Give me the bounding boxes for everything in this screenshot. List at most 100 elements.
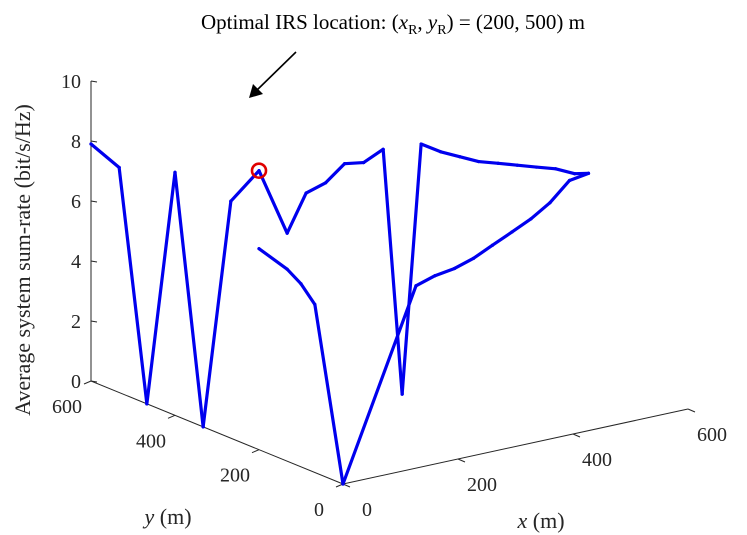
z-axis-label: Average system sum-rate (bit/s/Hz) [10, 104, 35, 416]
data-point [554, 167, 558, 171]
data-point [257, 169, 261, 173]
z-tick [90, 140, 98, 143]
y-tick-label: 600 [52, 396, 82, 418]
annotation-y-var: y [426, 10, 438, 34]
data-point [452, 266, 457, 271]
series-segment [548, 178, 572, 205]
series-segment [257, 169, 289, 235]
data-point [529, 217, 533, 221]
series-layer [89, 142, 591, 486]
series-segment [341, 284, 418, 486]
z-tick [90, 80, 98, 83]
series-segment [117, 165, 149, 406]
z-tick [90, 260, 98, 263]
data-point [471, 256, 476, 260]
annotation-label: Optimal IRS location: [201, 10, 392, 34]
y-tick [251, 449, 260, 454]
annotation: Optimal IRS location: (xR, yR) = (200, 5… [201, 10, 585, 98]
y-tick [167, 414, 176, 419]
series-segment [567, 171, 591, 183]
series-segment [554, 167, 577, 176]
data-point [299, 282, 303, 286]
series-segment [496, 161, 519, 167]
series-segment [510, 217, 533, 234]
series-segment [285, 267, 303, 286]
annotation-text: Optimal IRS location: (xR, yR) = (200, 5… [201, 10, 585, 38]
x-tick [457, 458, 466, 463]
z-tick-label: 0 [71, 371, 81, 393]
data-point [586, 171, 591, 175]
data-point [510, 230, 514, 234]
axes: 0 200 400 600 0 200 400 600 0 2 4 6 8 10 [52, 71, 727, 521]
y-axis-label-unit: (m) [154, 504, 191, 529]
data-point [400, 392, 404, 396]
optimal-location-marker [250, 162, 268, 179]
series-segment [433, 266, 457, 278]
series-segment [362, 147, 385, 165]
data-point [414, 284, 418, 288]
data-point [324, 181, 328, 185]
y-tick-label: 200 [220, 465, 250, 487]
data-point [313, 302, 317, 307]
data-point [548, 201, 552, 205]
series-segment [529, 201, 552, 221]
data-point [567, 178, 572, 183]
data-point [534, 165, 538, 169]
data-point [343, 162, 347, 166]
z-tick-label: 4 [71, 251, 81, 273]
data-point [285, 267, 289, 271]
y-tick-label: 400 [136, 430, 166, 452]
series-segment [400, 142, 423, 396]
series-segment [414, 274, 437, 288]
series-segment [477, 159, 500, 165]
series-segment [173, 170, 205, 429]
series-segment [304, 181, 328, 195]
annotation-arrow-shaft [254, 51, 297, 93]
annotation-x-sub: R [408, 23, 418, 38]
data-point [341, 482, 345, 486]
annotation-x-var: x [398, 10, 409, 34]
x-tick-label: 200 [467, 474, 497, 496]
data-point [173, 170, 177, 174]
z-tick [90, 200, 98, 203]
data-point [117, 165, 121, 170]
data-point [257, 247, 261, 251]
series-segment [324, 162, 347, 185]
series-segment [534, 165, 558, 171]
data-point [89, 142, 93, 146]
x-axis-label-var: x [516, 508, 527, 533]
z-tick-label: 10 [61, 71, 81, 93]
annotation-value: (200, 500) [476, 10, 564, 34]
x-tick-label: 600 [697, 424, 727, 446]
highlight-layer [250, 162, 268, 179]
z-axis-label-text: Average system sum-rate (bit/s/Hz) [10, 104, 35, 416]
series-segment [145, 170, 177, 406]
series-segment [257, 247, 289, 271]
x-tick [687, 408, 696, 413]
data-point [490, 243, 495, 247]
x-tick [572, 433, 581, 438]
data-point [229, 199, 233, 203]
series-segment [381, 147, 404, 396]
data-point [573, 172, 577, 176]
annotation-arrow-head [249, 84, 263, 98]
annotation-y-sub: R [437, 23, 447, 38]
series-segment [201, 199, 233, 429]
series-segment [285, 191, 308, 235]
series-segment [490, 230, 514, 247]
series-segment [343, 160, 366, 166]
y-tick-label: 0 [314, 499, 324, 521]
z-tick-label: 6 [71, 191, 81, 213]
data-point [362, 160, 366, 165]
data-point [145, 402, 149, 406]
z-tick [90, 380, 98, 383]
x-axis-line [342, 408, 689, 485]
series-segment [458, 155, 481, 164]
y-axis-label: y (m) [142, 504, 191, 529]
x-axis-label: x (m) [516, 508, 564, 533]
series-segment [439, 150, 462, 159]
data-point [285, 231, 289, 235]
y-axis-label-var: y [142, 504, 154, 529]
